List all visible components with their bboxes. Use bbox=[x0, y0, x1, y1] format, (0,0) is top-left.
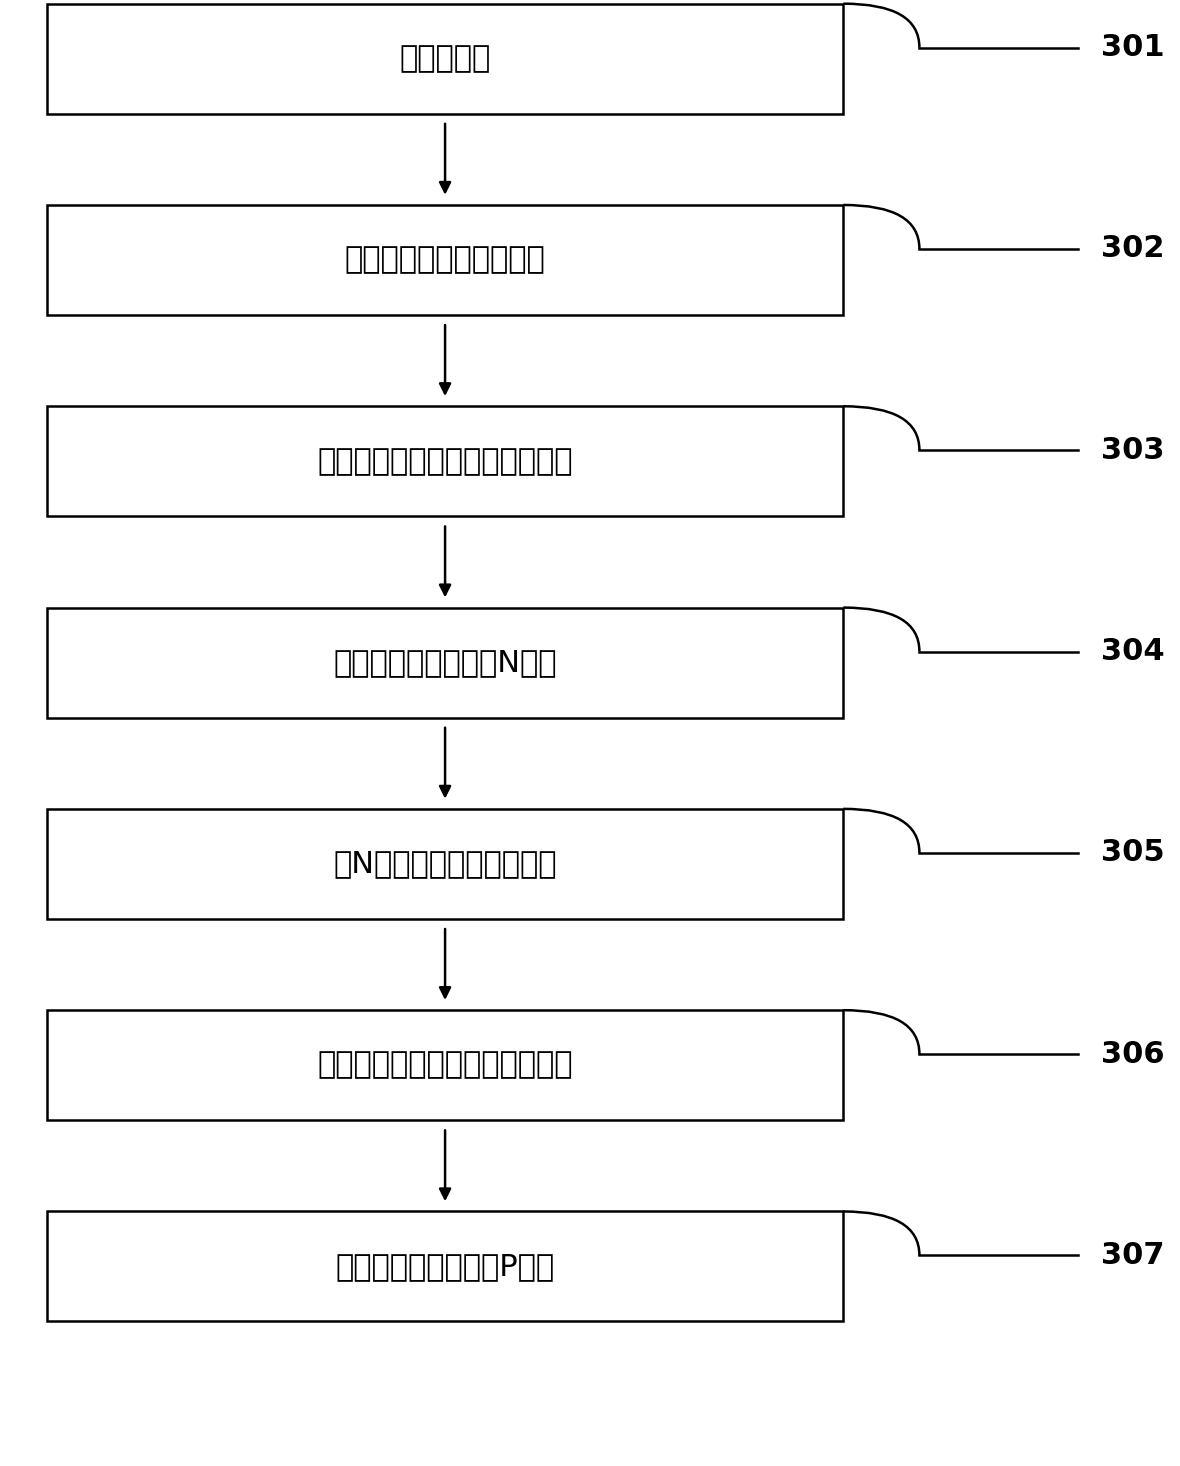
FancyBboxPatch shape bbox=[47, 809, 844, 919]
FancyBboxPatch shape bbox=[47, 4, 844, 114]
Text: 在N型层上生长多量子阱层: 在N型层上生长多量子阱层 bbox=[333, 849, 557, 878]
FancyBboxPatch shape bbox=[47, 607, 844, 717]
FancyBboxPatch shape bbox=[47, 1010, 844, 1120]
Text: 305: 305 bbox=[1101, 839, 1165, 868]
Text: 304: 304 bbox=[1101, 638, 1165, 666]
Text: 302: 302 bbox=[1101, 235, 1165, 264]
Text: 301: 301 bbox=[1101, 34, 1165, 62]
Text: 在电子阻挡层上生长P型层: 在电子阻挡层上生长P型层 bbox=[335, 1252, 555, 1281]
Text: 在衬底上生长低温缓冲层: 在衬底上生长低温缓冲层 bbox=[345, 245, 545, 274]
FancyBboxPatch shape bbox=[47, 406, 844, 516]
Text: 303: 303 bbox=[1101, 435, 1165, 465]
Text: 307: 307 bbox=[1101, 1240, 1165, 1270]
FancyBboxPatch shape bbox=[47, 205, 844, 315]
FancyBboxPatch shape bbox=[47, 1211, 844, 1321]
Text: 提供一衬底: 提供一衬底 bbox=[400, 44, 491, 73]
Text: 在多量子阱层上生长电子阻挡层: 在多量子阱层上生长电子阻挡层 bbox=[317, 1051, 572, 1079]
Text: 在高温缓冲层上生长N型层: 在高温缓冲层上生长N型层 bbox=[333, 648, 557, 677]
Text: 在低温缓冲层上生长高温缓冲层: 在低温缓冲层上生长高温缓冲层 bbox=[317, 447, 572, 476]
Text: 306: 306 bbox=[1101, 1039, 1165, 1069]
